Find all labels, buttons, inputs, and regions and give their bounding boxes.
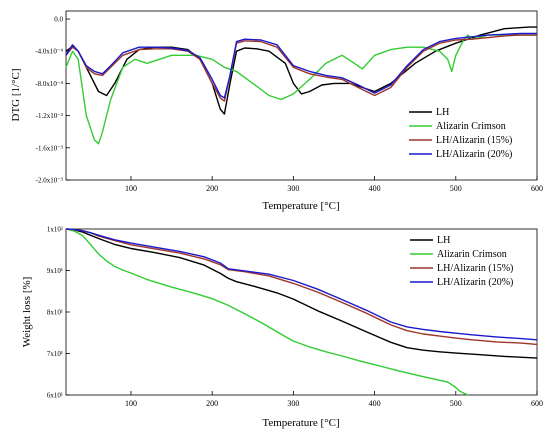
dtg-y-tick-label: -8.0x10⁻⁴ (35, 80, 63, 88)
dtg-x-tick-label: 600 (531, 184, 543, 193)
weight-legend-label-lh20: LH/Alizarin (20%) (437, 277, 513, 288)
dtg-y-axis-label: DTG [1/°C] (10, 69, 22, 122)
dtg-x-tick-label: 300 (287, 184, 299, 193)
dtg-legend-label-lh: LH (436, 107, 449, 118)
weight-x-tick-label: 500 (450, 399, 462, 408)
dtg-series-line-lh20 (65, 32, 537, 99)
dtg-x-tick-label: 200 (206, 184, 218, 193)
weight-series-line-lh15 (65, 228, 538, 346)
dtg-legend: LH Alizarin Crimson LH/Alizarin (15%) LH… (409, 107, 512, 160)
weight-x-axis-label: Temperature [°C] (262, 417, 339, 429)
dtg-x-axis-label: Temperature [°C] (262, 200, 339, 212)
dtg-series-group (65, 26, 537, 145)
weight-y-tick-label: 7x10¹ (47, 350, 63, 358)
dtg-y-tick-label: 0.0 (54, 16, 63, 24)
weight-y-tick-label: 6x10¹ (47, 392, 63, 400)
dtg-series-line-lh (65, 26, 537, 115)
dtg-y-tick-label: -4.0x10⁻⁴ (35, 48, 63, 56)
dtg-y-tick-label: -2.0x10⁻³ (36, 177, 63, 185)
weight-ticks: 100 200 300 400 500 600 1x10² 9x10¹ 8x10¹ 7x10¹ 6x… (47, 226, 543, 409)
weight-series-line-lh (65, 228, 538, 359)
dtg-y-tick-label: -1.2x10⁻³ (36, 112, 63, 120)
weight-x-tick-label: 200 (206, 399, 218, 408)
weight-x-tick-label: 400 (369, 399, 381, 408)
weight-y-axis-label: Weight loss [%] (21, 277, 33, 348)
weight-series-line-alizarin (65, 228, 469, 396)
weight-y-tick-label: 8x10¹ (47, 309, 63, 317)
weight-legend-label-lh15: LH/Alizarin (15%) (437, 263, 513, 274)
weight-loss-chart: 100 200 300 400 500 600 1x10² 9x10¹ 8x10¹ 7x10¹ 6x… (21, 226, 543, 430)
weight-y-tick-label: 1x10² (47, 226, 63, 234)
dtg-x-tick-label: 100 (125, 184, 137, 193)
weight-legend-label-lh: LH (437, 235, 450, 246)
weight-x-tick-label: 600 (531, 399, 543, 408)
dtg-legend-label-lh20: LH/Alizarin (20%) (436, 149, 512, 160)
dtg-x-tick-label: 500 (450, 184, 462, 193)
dtg-y-tick-label: -1.6x10⁻³ (36, 144, 63, 152)
dtg-chart: 100 200 300 400 500 600 0.0 -4.0x10⁻⁴ -8.0x10⁻⁴ -… (10, 10, 543, 212)
weight-x-tick-label: 300 (287, 399, 299, 408)
dtg-series-line-alizarin (65, 34, 537, 145)
weight-series-group (65, 228, 538, 396)
weight-legend: LH Alizarin Crimson LH/Alizarin (15%) LH… (410, 235, 513, 288)
dtg-series-line-lh15 (65, 34, 537, 102)
weight-y-tick-label: 9x10¹ (47, 267, 63, 275)
weight-series-line-lh20 (65, 228, 538, 341)
dtg-x-tick-label: 400 (369, 184, 381, 193)
dtg-plot-frame (65, 10, 538, 181)
dtg-legend-label-alizarin: Alizarin Crimson (436, 121, 506, 132)
dtg-ticks: 100 200 300 400 500 600 0.0 -4.0x10⁻⁴ -8.0x10⁻⁴ -… (35, 16, 543, 193)
weight-x-tick-label: 100 (125, 399, 137, 408)
dtg-legend-label-lh15: LH/Alizarin (15%) (436, 135, 512, 146)
weight-legend-label-alizarin: Alizarin Crimson (437, 249, 507, 260)
